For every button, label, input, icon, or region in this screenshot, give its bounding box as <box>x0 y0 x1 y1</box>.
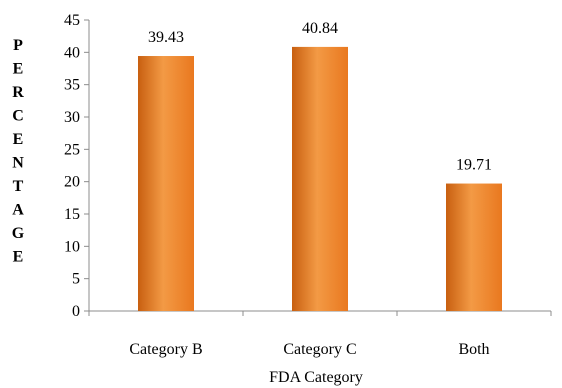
y-tick-label: 45 <box>64 12 80 29</box>
category-label: Category C <box>283 341 356 358</box>
category-labels: Category B Category C Both <box>129 341 489 358</box>
y-tick-label: 30 <box>64 109 80 126</box>
y-tick-label: 25 <box>64 141 80 158</box>
y-axis-label-letter: E <box>13 131 24 148</box>
data-label: 40.84 <box>302 20 338 37</box>
bars <box>138 46 502 311</box>
y-tick-label: 5 <box>72 271 80 288</box>
y-axis: 0 5 10 15 20 25 30 35 40 45 <box>64 12 90 320</box>
bar <box>292 46 348 311</box>
data-label: 19.71 <box>456 157 492 174</box>
y-axis-label-letter: P <box>13 37 23 54</box>
category-label: Category B <box>129 341 202 358</box>
x-axis <box>88 310 552 316</box>
y-axis-label-letter: E <box>13 249 24 266</box>
bar <box>446 183 502 311</box>
data-labels: 39.43 40.84 19.71 <box>148 20 492 174</box>
category-label: Both <box>458 341 489 358</box>
y-axis-label-letter: R <box>12 84 24 101</box>
y-tick-label: 15 <box>64 206 80 223</box>
x-axis-label: FDA Category <box>269 369 363 386</box>
y-axis-label-letter: E <box>13 61 24 78</box>
y-axis-label-letter: C <box>12 108 24 125</box>
y-axis-label-letter: G <box>12 225 25 242</box>
y-axis-label-letter: A <box>12 202 24 219</box>
y-tick-label: 0 <box>72 303 80 320</box>
y-tick-label: 20 <box>64 174 80 191</box>
y-axis-label-letter: T <box>13 178 24 195</box>
bar <box>138 56 194 311</box>
y-tick-label: 35 <box>64 77 80 94</box>
y-tick-label: 40 <box>64 44 80 61</box>
data-label: 39.43 <box>148 29 184 46</box>
y-axis-label-letter: N <box>12 155 24 172</box>
y-tick-label: 10 <box>64 238 80 255</box>
